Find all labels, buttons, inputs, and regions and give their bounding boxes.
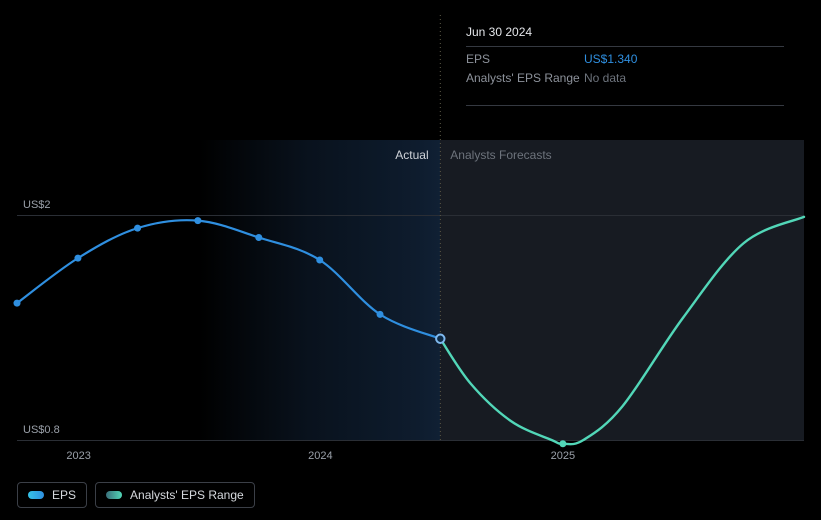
series-marker <box>377 311 384 318</box>
tooltip-date: Jun 30 2024 <box>466 25 784 47</box>
hover-marker <box>436 335 444 343</box>
hover-tooltip: Jun 30 2024 EPSUS$1.340Analysts' EPS Ran… <box>454 15 796 122</box>
series-line-eps_forecast <box>440 217 804 444</box>
tooltip-key: EPS <box>466 52 584 66</box>
tooltip-divider <box>466 105 784 106</box>
series-marker <box>194 217 201 224</box>
legend-item[interactable]: EPS <box>17 482 87 508</box>
series-line-eps_actual <box>17 220 440 339</box>
legend-swatch <box>28 491 44 499</box>
legend-item[interactable]: Analysts' EPS Range <box>95 482 255 508</box>
series-marker <box>255 234 262 241</box>
series-marker <box>559 440 566 447</box>
series-marker <box>74 255 81 262</box>
eps-chart: US$2US$0.8 202320242025 Actual Analysts … <box>0 0 821 520</box>
tooltip-row: Analysts' EPS RangeNo data <box>466 66 784 85</box>
tooltip-key: Analysts' EPS Range <box>466 71 584 85</box>
series-marker <box>14 300 21 307</box>
legend: EPS Analysts' EPS Range <box>17 482 255 508</box>
legend-label: EPS <box>52 488 76 502</box>
tooltip-value: US$1.340 <box>584 52 637 66</box>
series-marker <box>134 225 141 232</box>
tooltip-value: No data <box>584 71 626 85</box>
legend-swatch <box>106 491 122 499</box>
series-marker <box>316 257 323 264</box>
tooltip-row: EPSUS$1.340 <box>466 47 784 66</box>
legend-label: Analysts' EPS Range <box>130 488 244 502</box>
